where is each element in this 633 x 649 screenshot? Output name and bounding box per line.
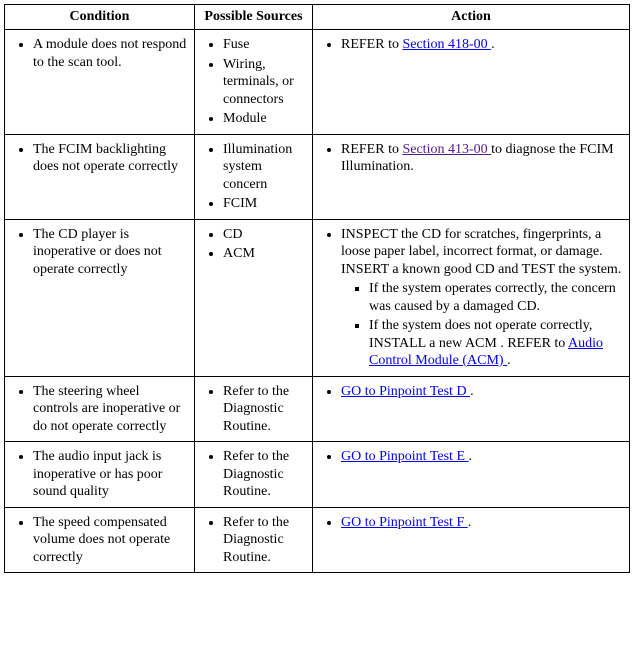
action-list: INSPECT the CD for scratches, fingerprin… (319, 226, 623, 370)
action-link[interactable]: GO to Pinpoint Test F (341, 515, 468, 530)
action-link[interactable]: Section 413-00 (402, 142, 491, 157)
sources-cell: Illumination system concernFCIM (195, 134, 313, 219)
action-list: GO to Pinpoint Test E . (319, 448, 623, 466)
action-list: REFER to Section 418-00 . (319, 36, 623, 54)
header-row: Condition Possible Sources Action (5, 5, 630, 30)
condition-cell: A module does not respond to the scan to… (5, 30, 195, 135)
action-item: GO to Pinpoint Test D . (341, 383, 623, 401)
sources-list: Refer to the Diagnostic Routine. (201, 514, 306, 567)
action-cell: GO to Pinpoint Test F . (313, 507, 630, 573)
header-condition: Condition (5, 5, 195, 30)
action-link[interactable]: GO to Pinpoint Test E (341, 449, 469, 464)
sources-cell: Fuse Wiring, terminals, or connectorsModu… (195, 30, 313, 135)
condition-cell: The steering wheel controls are inoperat… (5, 376, 195, 442)
condition-item: The FCIM backlighting does not operate c… (33, 141, 188, 176)
action-cell: GO to Pinpoint Test E . (313, 442, 630, 508)
sources-list: Fuse Wiring, terminals, or connectorsModu… (201, 36, 306, 128)
condition-list: The steering wheel controls are inoperat… (11, 383, 188, 436)
condition-item: The audio input jack is inoperative or h… (33, 448, 188, 501)
action-text-pre: REFER to (341, 142, 402, 157)
table-row: The audio input jack is inoperative or h… (5, 442, 630, 508)
condition-cell: The FCIM backlighting does not operate c… (5, 134, 195, 219)
source-item: FCIM (223, 195, 306, 213)
source-item: Refer to the Diagnostic Routine. (223, 383, 306, 436)
action-cell: INSPECT the CD for scratches, fingerprin… (313, 219, 630, 376)
action-text-pre: REFER to (341, 37, 402, 52)
action-link[interactable]: GO to Pinpoint Test D (341, 384, 470, 399)
source-item: Refer to the Diagnostic Routine. (223, 514, 306, 567)
sources-list: Refer to the Diagnostic Routine. (201, 448, 306, 501)
table-row: The FCIM backlighting does not operate c… (5, 134, 630, 219)
condition-cell: The audio input jack is inoperative or h… (5, 442, 195, 508)
source-item: Illumination system concern (223, 141, 306, 194)
action-text-main: INSPECT the CD for scratches, fingerprin… (341, 227, 621, 277)
action-subitem: If the system operates correctly, the co… (369, 280, 623, 315)
source-item: ACM (223, 245, 306, 263)
sources-cell: Refer to the Diagnostic Routine. (195, 442, 313, 508)
header-sources: Possible Sources (195, 5, 313, 30)
action-text-post: . (491, 37, 495, 52)
condition-item: A module does not respond to the scan to… (33, 36, 188, 71)
action-list: GO to Pinpoint Test D . (319, 383, 623, 401)
action-list: REFER to Section 413-00 to diagnose the … (319, 141, 623, 176)
action-text-post: . (469, 449, 473, 464)
table-row: The speed compensated volume does not op… (5, 507, 630, 573)
action-link[interactable]: Section 418-00 (402, 37, 491, 52)
action-text-post: . (507, 353, 511, 368)
condition-cell: The speed compensated volume does not op… (5, 507, 195, 573)
action-cell: REFER to Section 418-00 . (313, 30, 630, 135)
sources-cell: Refer to the Diagnostic Routine. (195, 376, 313, 442)
table-row: The CD player is inoperative or does not… (5, 219, 630, 376)
action-text-post: . (470, 384, 474, 399)
action-subitem: If the system does not operate correctly… (369, 317, 623, 370)
condition-list: The FCIM backlighting does not operate c… (11, 141, 188, 176)
table-row: The steering wheel controls are inoperat… (5, 376, 630, 442)
source-item: Wiring, terminals, or connectors (223, 56, 306, 109)
table-row: A module does not respond to the scan to… (5, 30, 630, 135)
condition-list: The CD player is inoperative or does not… (11, 226, 188, 279)
action-text-pre: If the system does not operate correctly… (369, 318, 592, 351)
action-sublist: If the system operates correctly, the co… (341, 280, 623, 370)
condition-list: The speed compensated volume does not op… (11, 514, 188, 567)
sources-cell: Refer to the Diagnostic Routine. (195, 507, 313, 573)
header-action: Action (313, 5, 630, 30)
source-item: Fuse (223, 36, 306, 54)
action-text-post: . (468, 515, 472, 530)
sources-list: Refer to the Diagnostic Routine. (201, 383, 306, 436)
action-list: GO to Pinpoint Test F . (319, 514, 623, 532)
condition-cell: The CD player is inoperative or does not… (5, 219, 195, 376)
source-item: Module (223, 110, 306, 128)
action-item: INSPECT the CD for scratches, fingerprin… (341, 226, 623, 370)
symptom-chart-table: Condition Possible Sources Action A modu… (4, 4, 630, 573)
sources-cell: CDACM (195, 219, 313, 376)
condition-item: The CD player is inoperative or does not… (33, 226, 188, 279)
action-item: REFER to Section 418-00 . (341, 36, 623, 54)
condition-list: The audio input jack is inoperative or h… (11, 448, 188, 501)
sources-list: CDACM (201, 226, 306, 263)
sources-list: Illumination system concernFCIM (201, 141, 306, 213)
action-item: REFER to Section 413-00 to diagnose the … (341, 141, 623, 176)
action-item: GO to Pinpoint Test F . (341, 514, 623, 532)
action-cell: GO to Pinpoint Test D . (313, 376, 630, 442)
source-item: CD (223, 226, 306, 244)
action-item: GO to Pinpoint Test E . (341, 448, 623, 466)
condition-list: A module does not respond to the scan to… (11, 36, 188, 71)
source-item: Refer to the Diagnostic Routine. (223, 448, 306, 501)
condition-item: The steering wheel controls are inoperat… (33, 383, 188, 436)
condition-item: The speed compensated volume does not op… (33, 514, 188, 567)
action-cell: REFER to Section 413-00 to diagnose the … (313, 134, 630, 219)
